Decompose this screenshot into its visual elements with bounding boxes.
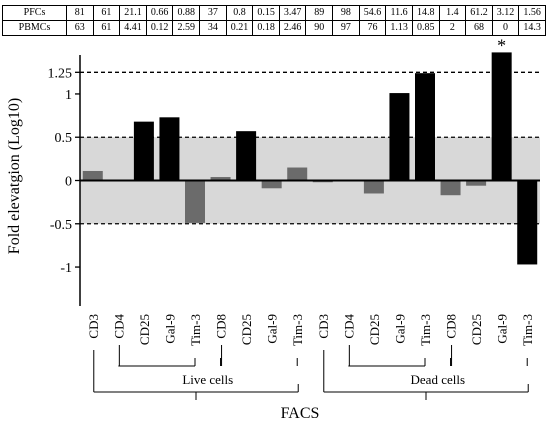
category-label: Gal-9: [265, 314, 280, 344]
bar-7: [261, 180, 282, 189]
table-cell: 90: [305, 20, 334, 36]
table-cell: 1.56: [518, 5, 546, 21]
bar-4: [185, 180, 205, 223]
bar-2: [133, 121, 154, 181]
category-label: CD4: [111, 314, 126, 339]
category-label: Tim-3: [188, 314, 203, 346]
bar-5: [210, 177, 231, 181]
category-label: CD3: [86, 314, 101, 339]
bar-6: [236, 131, 257, 181]
category-label: CD3: [316, 314, 331, 339]
category-label: CD25: [367, 314, 382, 345]
y-tick-label: 0: [65, 175, 72, 190]
y-tick-label: 0.5: [55, 131, 73, 146]
category-label: CD8: [444, 314, 459, 339]
x-axis-label: FACS: [281, 405, 320, 422]
category-label: Gal-9: [392, 314, 407, 344]
category-label: Tim-3: [418, 314, 433, 346]
bar-3: [159, 117, 180, 181]
category-label: CD4: [341, 314, 356, 339]
table-row: PFCs 81 61 21.1 0.66 0.88 37 0.8 0.15 3.47 89 98 54.…: [2, 5, 546, 21]
bar-0: [82, 170, 103, 181]
category-label: Gal-9: [495, 314, 510, 344]
group-label: Live cells: [182, 372, 233, 387]
table-cell: 76: [358, 20, 387, 36]
category-label: Gal-9: [162, 314, 177, 344]
category-label: Tim-3: [520, 314, 535, 346]
table-row-label: PBMCs: [2, 20, 67, 36]
bar-12: [389, 93, 410, 181]
category-label: Tim-3: [290, 314, 305, 346]
table-cell: 2.59: [172, 20, 201, 36]
significance-asterisk: *: [497, 35, 506, 55]
category-label: CD25: [469, 314, 484, 345]
y-axis-label: Fold elevatgion (Log10): [6, 98, 23, 254]
group-label: Dead cells: [411, 372, 466, 387]
bar-8: [287, 167, 308, 181]
table-cell: 61: [92, 20, 121, 36]
y-tick-label: -0.5: [50, 218, 72, 233]
table-cell: 2.46: [278, 20, 307, 36]
bar-14: [440, 180, 461, 196]
bar-16: [491, 52, 512, 181]
table-row: PBMCs 63 61 4.41 0.12 2.59 34 0.21 0.18 2.46 90 97 7…: [2, 20, 546, 36]
y-tick-label: -1: [60, 261, 72, 276]
table-cell: 14.3: [518, 20, 546, 36]
bar-17: [517, 180, 538, 265]
category-label: CD25: [239, 314, 254, 345]
bar-13: [415, 73, 435, 181]
table-cell: 0: [491, 20, 520, 36]
category-label: CD8: [214, 314, 229, 339]
y-tick-label: 1: [65, 88, 72, 103]
category-label: CD25: [137, 314, 152, 345]
values-table: PFCs 81 61 21.1 0.66 0.88 37 0.8 0.15 3.47 89 98 54.…: [2, 5, 546, 36]
y-tick-label: 1.25: [48, 66, 73, 81]
bar-11: [363, 180, 384, 194]
bar-15: [466, 180, 487, 186]
